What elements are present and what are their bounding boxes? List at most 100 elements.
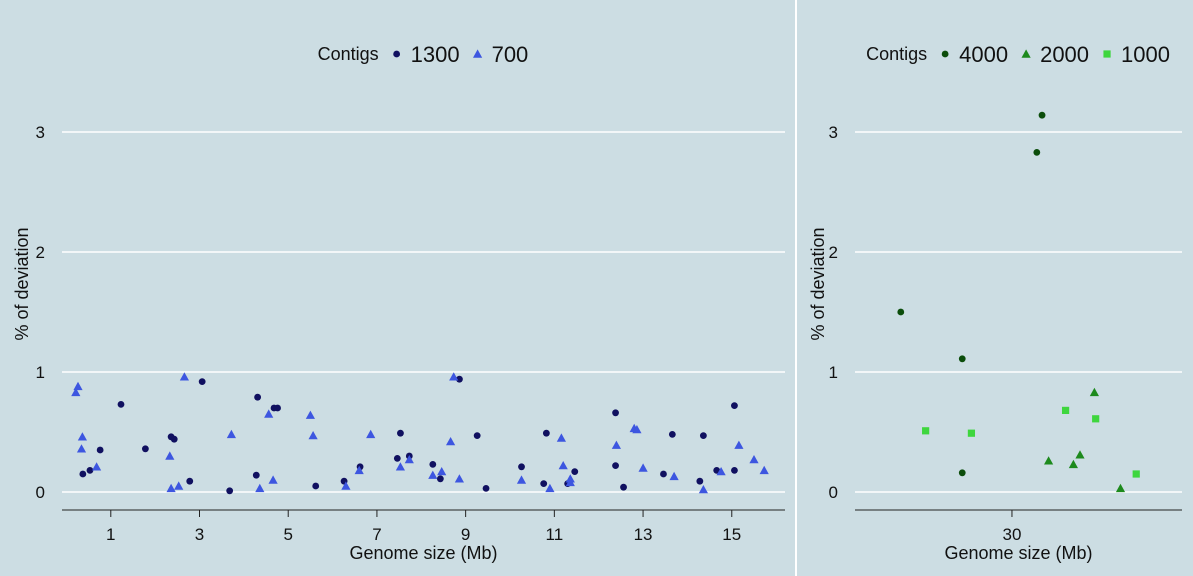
series-1300 [79, 375, 738, 495]
data-point [264, 409, 274, 418]
data-point [565, 474, 575, 483]
data-point [731, 467, 738, 474]
data-point [198, 378, 206, 385]
data-point [449, 372, 459, 381]
legend-label: 1300 [411, 42, 460, 67]
data-point [540, 480, 548, 487]
data-point [312, 482, 320, 490]
data-point [366, 429, 376, 439]
x-tick-label: 15 [722, 525, 741, 544]
data-point [305, 410, 315, 419]
y-tick-label: 1 [829, 363, 838, 382]
data-point [1089, 387, 1099, 397]
data-point [734, 440, 744, 449]
data-point [393, 455, 401, 462]
data-point [958, 469, 966, 477]
data-point [759, 465, 769, 475]
data-point [922, 427, 930, 435]
data-point [77, 432, 87, 441]
data-point [668, 431, 676, 438]
data-point [749, 455, 759, 464]
data-point [274, 404, 281, 412]
data-point [397, 429, 404, 437]
data-point [1033, 149, 1041, 156]
data-point [254, 393, 262, 401]
data-point [186, 477, 194, 485]
data-point [638, 463, 648, 472]
legend-label: 4000 [959, 42, 1008, 67]
data-point [731, 402, 738, 409]
data-point [699, 432, 707, 439]
legend-marker [1103, 50, 1111, 58]
data-point [86, 467, 94, 474]
y-tick-label: 2 [36, 243, 45, 262]
data-point [518, 463, 525, 471]
data-point [1044, 456, 1054, 465]
y-tick-label: 0 [829, 483, 838, 502]
data-point [226, 487, 234, 495]
data-point [612, 462, 619, 469]
data-point [482, 485, 490, 492]
series-1000 [922, 406, 1140, 478]
data-point [404, 455, 414, 464]
data-point [632, 425, 642, 434]
data-point [354, 465, 364, 475]
data-point [454, 474, 464, 483]
data-point [252, 471, 260, 479]
data-point [71, 387, 81, 397]
data-point [620, 483, 627, 491]
y-tick-label: 0 [36, 483, 45, 502]
x-tick-label: 13 [634, 525, 653, 544]
data-point [226, 429, 236, 439]
data-point [436, 475, 444, 483]
legend: Contigs 4000 2000 1000 [866, 42, 1170, 67]
data-point [473, 432, 481, 439]
data-point [669, 471, 679, 481]
data-point [73, 381, 83, 391]
x-tick-label: 11 [546, 525, 564, 544]
y-tick-label: 1 [36, 363, 45, 382]
legend-label: 700 [492, 42, 529, 67]
x-axis-label: Genome size (Mb) [349, 543, 497, 563]
legend-marker [473, 49, 483, 58]
series-700 [71, 372, 769, 494]
data-point [542, 429, 550, 437]
data-point [96, 446, 104, 454]
data-point [897, 308, 905, 316]
data-point [545, 483, 555, 493]
y-axis-label: % of deviation [808, 227, 828, 340]
x-tick-label: 3 [195, 525, 204, 544]
data-point [255, 483, 265, 493]
data-point [571, 468, 579, 475]
data-point [1068, 459, 1078, 469]
x-tick-label: 7 [372, 525, 381, 544]
series-4000 [897, 111, 1046, 477]
data-point [967, 429, 976, 437]
data-point [446, 437, 456, 446]
data-point [141, 445, 149, 453]
data-point [428, 470, 438, 479]
data-point [516, 475, 527, 484]
data-point [556, 433, 566, 442]
data-point [437, 467, 447, 476]
data-point [79, 470, 87, 478]
data-point [117, 401, 125, 408]
x-tick-label: 9 [461, 525, 470, 544]
x-tick-label: 5 [283, 525, 292, 544]
legend-title: Contigs [318, 44, 379, 64]
data-point [308, 431, 318, 440]
data-point [1092, 415, 1100, 423]
data-point [611, 440, 621, 449]
data-point [612, 409, 619, 417]
y-tick-label: 3 [36, 123, 45, 142]
legend-marker [393, 50, 401, 58]
data-point [165, 451, 175, 460]
y-tick-label: 2 [829, 243, 838, 262]
data-point [76, 444, 87, 453]
data-point [1132, 470, 1140, 478]
data-point [1038, 111, 1046, 119]
